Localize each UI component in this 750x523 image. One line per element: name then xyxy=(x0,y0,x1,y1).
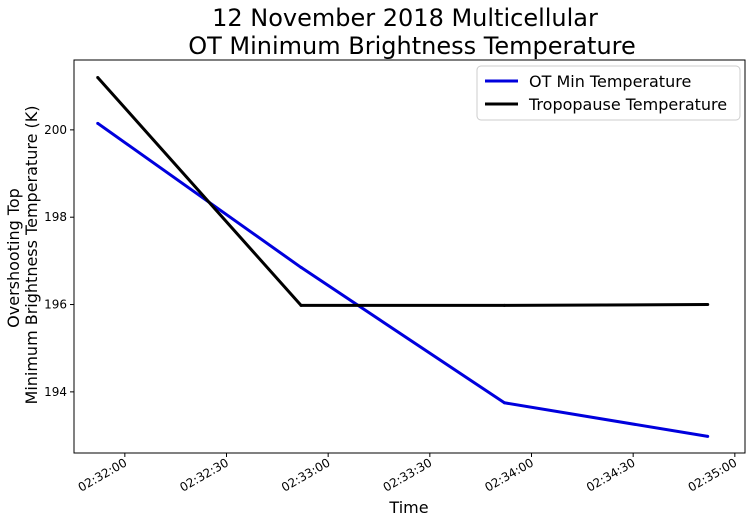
y-tick-label: 196 xyxy=(44,298,67,312)
y-tick-label: 194 xyxy=(44,385,67,399)
series-line-0 xyxy=(96,122,708,438)
data-point-1-0 xyxy=(96,75,100,79)
legend-box xyxy=(476,65,741,121)
x-tick-label: 02:32:30 xyxy=(177,455,231,494)
series-line-1 xyxy=(96,76,708,307)
data-point-0-2 xyxy=(502,401,506,405)
x-tick-label: 02:35:00 xyxy=(686,455,740,494)
x-tick-label: 02:34:00 xyxy=(482,455,536,494)
x-tick-label: 02:32:00 xyxy=(76,455,130,494)
plot-area-frame xyxy=(73,59,746,454)
data-point-0-3 xyxy=(706,434,710,438)
y-axis-label-line-1: Overshooting Top xyxy=(4,188,23,328)
x-axis: 02:32:00 02:32:30 02:33:00 02:33:30 02:34:00… xyxy=(76,453,740,495)
data-point-0-1 xyxy=(299,265,303,269)
y-axis: 194 196 198 200 xyxy=(44,123,74,399)
y-tick-label: 200 xyxy=(44,123,67,137)
chart-title-line-1: 12 November 2018 Multicellular xyxy=(212,4,598,32)
x-tick-label: 02:33:00 xyxy=(279,455,333,494)
x-tick-label: 02:34:30 xyxy=(584,455,638,494)
chart-title-line-2: OT Minimum Brightness Temperature xyxy=(188,32,636,60)
x-tick-label: 02:33:30 xyxy=(381,455,435,494)
series-layer xyxy=(96,75,710,438)
y-axis-label-line-2: Minimum Brightness Temperature (K) xyxy=(22,106,41,405)
data-point-0-0 xyxy=(96,121,100,125)
data-point-1-3 xyxy=(706,303,710,307)
legend-label-ot-min: OT Min Temperature xyxy=(529,72,691,91)
data-point-1-1 xyxy=(299,303,303,307)
legend: OT Min Temperature Tropopause Temperatur… xyxy=(476,65,741,121)
legend-label-tropopause: Tropopause Temperature xyxy=(528,95,727,114)
x-axis-label: Time xyxy=(388,498,428,517)
y-tick-label: 198 xyxy=(44,210,67,224)
data-point-1-2 xyxy=(502,303,506,307)
